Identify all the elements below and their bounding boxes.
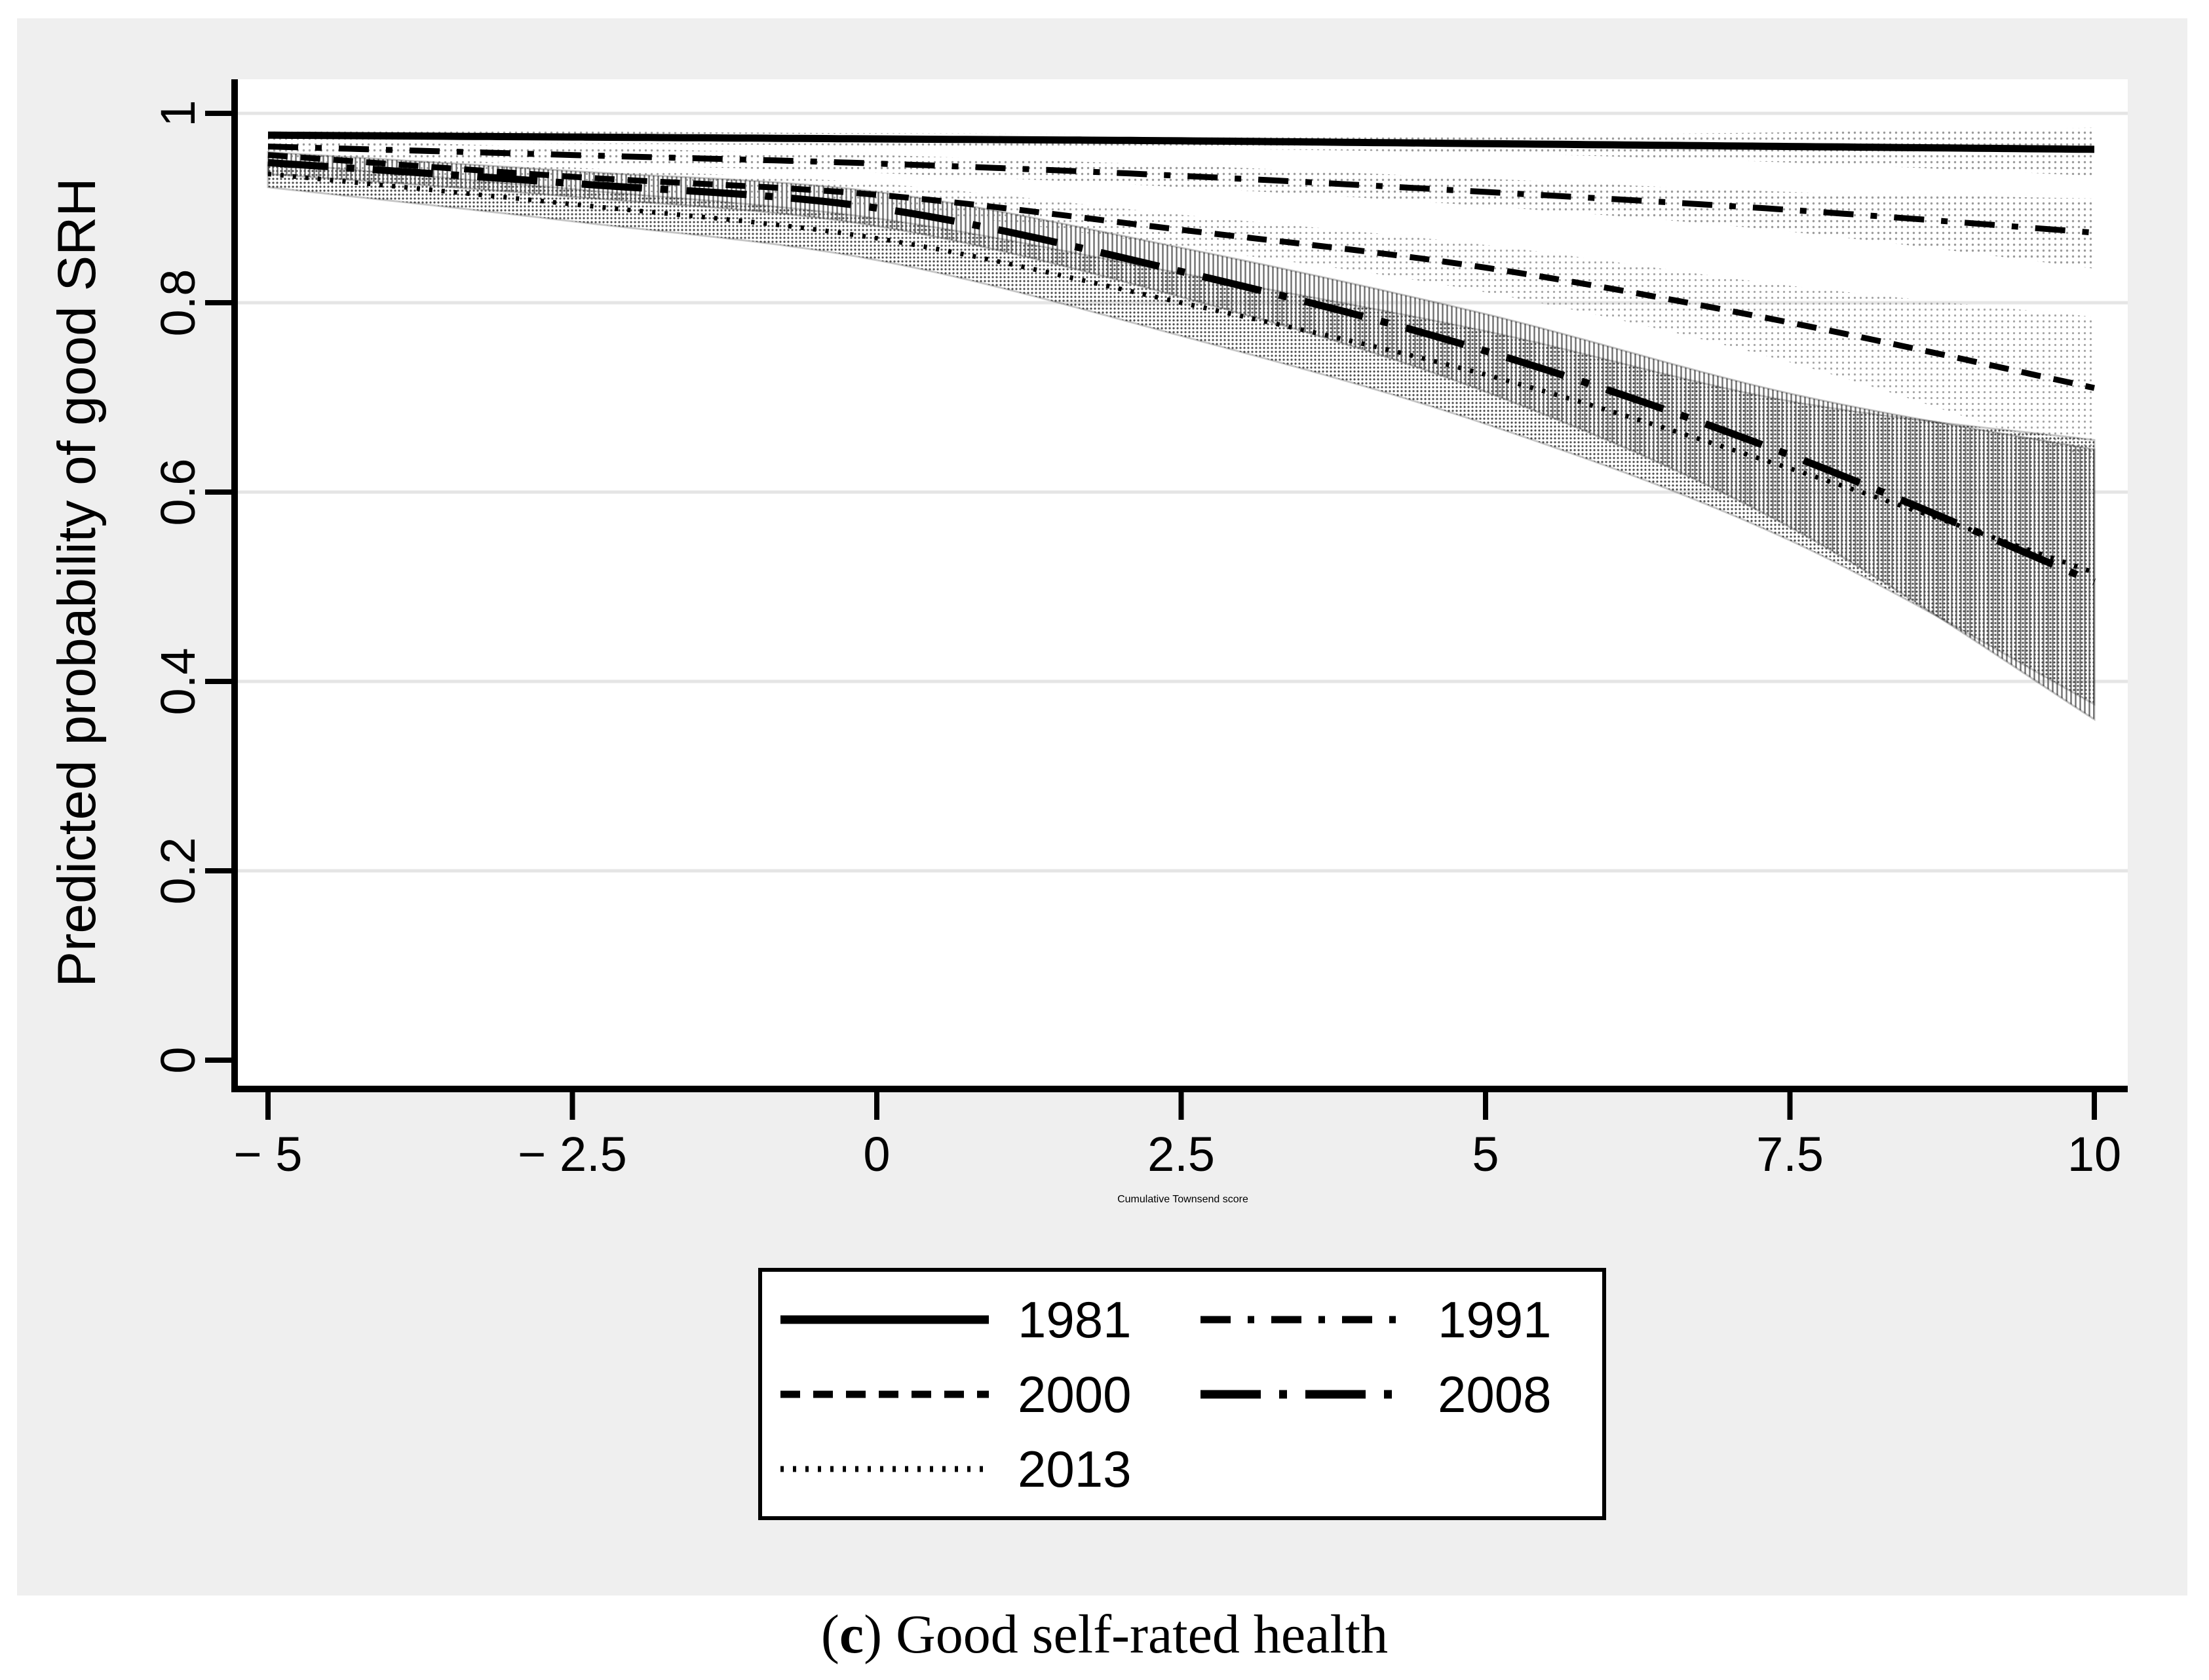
line-1991 <box>267 143 2095 236</box>
x-tick-label: 7.5 <box>1756 1127 1824 1181</box>
legend-line-sample-dashdot <box>1201 1316 1409 1323</box>
y-tick-label: 0.8 <box>151 269 205 337</box>
x-tick <box>1483 1092 1488 1120</box>
y-tick-label: 1 <box>151 100 205 127</box>
legend-line-sample-longdashdot <box>1201 1390 1409 1398</box>
figure-caption: (c) Good self-rated health <box>821 1603 1388 1666</box>
x-tick-label: 2.5 <box>1147 1127 1215 1181</box>
y-tick-label: 0.2 <box>151 837 205 905</box>
x-axis-line <box>231 1086 2128 1092</box>
caption-text: ) Good self-rated health <box>864 1604 1389 1665</box>
legend-label: 1981 <box>1018 1290 1132 1348</box>
y-tick-label: 0.4 <box>151 647 205 716</box>
y-axis-line <box>231 79 238 1092</box>
legend-label: 2000 <box>1018 1365 1132 1423</box>
line-2008 <box>267 159 2096 586</box>
x-tick-label: − 2.5 <box>518 1127 627 1181</box>
y-tick <box>205 868 231 873</box>
legend-entry-2008: 2008 <box>1182 1369 1602 1420</box>
y-tick <box>205 1058 231 1063</box>
gridline <box>238 490 2128 494</box>
x-tick <box>265 1092 271 1120</box>
x-tick-label: 10 <box>2067 1127 2122 1181</box>
y-tick-label: 0 <box>151 1046 205 1074</box>
x-tick <box>569 1092 575 1120</box>
line-1981 <box>267 131 2095 153</box>
legend-label: 2008 <box>1438 1365 1552 1423</box>
x-tick <box>874 1092 879 1120</box>
y-axis-title: Predicted probability of good SRH <box>47 178 107 987</box>
legend-entry-2013: 2013 <box>762 1443 1182 1495</box>
legend-entry-2000: 2000 <box>762 1369 1182 1420</box>
legend-line-sample-dash <box>780 1390 989 1398</box>
x-tick-label: 0 <box>863 1127 891 1181</box>
legend-label: 2013 <box>1018 1440 1132 1498</box>
y-tick <box>205 111 231 116</box>
y-tick-label: 0.6 <box>151 458 205 526</box>
caption-paren-open: ( <box>820 1604 839 1665</box>
y-tick <box>205 679 231 684</box>
ci-band-1991 <box>268 139 2094 269</box>
y-tick <box>205 300 231 305</box>
x-tick-label: 5 <box>1472 1127 1499 1181</box>
x-axis-title: Cumulative Townsend score <box>1117 1194 1248 1205</box>
legend-label: 1991 <box>1438 1290 1552 1348</box>
legend-entry-1981: 1981 <box>762 1294 1182 1345</box>
y-tick <box>205 489 231 495</box>
caption-letter: c <box>839 1604 864 1665</box>
x-tick <box>2092 1092 2097 1120</box>
x-tick <box>1178 1092 1184 1120</box>
x-tick <box>1787 1092 1793 1120</box>
gridline <box>238 111 2128 115</box>
legend: 1981 1991 2000 2008 2013 <box>758 1268 1606 1520</box>
line-2000 <box>267 152 2095 391</box>
gridline <box>238 679 2128 683</box>
gridline <box>238 869 2128 873</box>
line-2013 <box>267 172 2096 575</box>
x-tick-label: − 5 <box>233 1127 303 1181</box>
legend-line-sample-solid <box>780 1315 989 1324</box>
legend-line-sample-dot <box>780 1466 989 1472</box>
axes <box>205 79 2128 1120</box>
legend-entry-1991: 1991 <box>1182 1294 1602 1345</box>
series-lines <box>267 131 2096 586</box>
